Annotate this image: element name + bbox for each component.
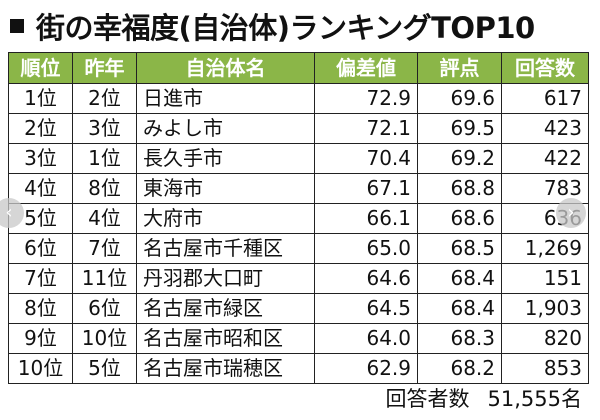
table-row: 9位 10位 名古屋市昭和区 64.0 68.3 820 — [8, 323, 589, 354]
cell-municipality: 名古屋市緑区 — [136, 293, 315, 324]
cell-responses: 617 — [501, 83, 589, 114]
table-row: 10位 5位 名古屋市瑞穂区 62.9 68.2 853 — [8, 353, 589, 384]
cell-score: 68.4 — [417, 293, 502, 324]
cell-rank: 7位 — [8, 263, 73, 294]
cell-last-year: 2位 — [72, 83, 137, 114]
cell-score: 69.2 — [417, 143, 502, 174]
table-header-row: 順位 昨年 自治体名 偏差値 評点 回答数 — [8, 52, 589, 84]
cell-responses: 423 — [501, 113, 589, 144]
table-row: 1位 2位 日進市 72.9 69.6 617 — [8, 83, 589, 114]
cell-score: 69.5 — [417, 113, 502, 144]
cell-rank: 6位 — [8, 233, 73, 264]
cell-deviation: 64.5 — [314, 293, 418, 324]
cell-deviation: 66.1 — [314, 203, 418, 234]
cell-responses: 853 — [501, 353, 589, 384]
cell-rank: 4位 — [8, 173, 73, 204]
cell-last-year: 8位 — [72, 173, 137, 204]
cell-last-year: 1位 — [72, 143, 137, 174]
cell-rank: 8位 — [8, 293, 73, 324]
cell-deviation: 65.0 — [314, 233, 418, 264]
cell-last-year: 10位 — [72, 323, 137, 354]
table-row: 4位 8位 東海市 67.1 68.8 783 — [8, 173, 589, 204]
header-responses: 回答数 — [501, 52, 589, 84]
page-title: 街の幸福度(自治体)ランキングTOP10 — [8, 4, 598, 48]
cell-score: 68.3 — [417, 323, 502, 354]
chevron-right-icon[interactable]: › — [556, 198, 586, 228]
ranking-table: 順位 昨年 自治体名 偏差値 評点 回答数 1位 2位 日進市 72.9 69.6 617… — [8, 52, 589, 384]
chevron-left-icon[interactable]: ‹ — [0, 198, 24, 228]
header-rank: 順位 — [8, 52, 73, 84]
cell-deviation: 62.9 — [314, 353, 418, 384]
cell-score: 68.6 — [417, 203, 502, 234]
table-row: 7位 11位 丹羽郡大口町 64.6 68.4 151 — [8, 263, 589, 294]
cell-responses: 1,903 — [501, 293, 589, 324]
table-row: 3位 1位 長久手市 70.4 69.2 422 — [8, 143, 589, 174]
cell-last-year: 3位 — [72, 113, 137, 144]
cell-score: 68.5 — [417, 233, 502, 264]
cell-rank: 2位 — [8, 113, 73, 144]
table-row: 6位 7位 名古屋市千種区 65.0 68.5 1,269 — [8, 233, 589, 264]
cell-responses: 820 — [501, 323, 589, 354]
cell-deviation: 64.0 — [314, 323, 418, 354]
cell-municipality: 丹羽郡大口町 — [136, 263, 315, 294]
table-row: 2位 3位 みよし市 72.1 69.5 423 — [8, 113, 589, 144]
cell-municipality: 日進市 — [136, 83, 315, 114]
cell-municipality: 名古屋市昭和区 — [136, 323, 315, 354]
cell-municipality: 東海市 — [136, 173, 315, 204]
cell-municipality: 名古屋市千種区 — [136, 233, 315, 264]
respondent-total: 回答者数 51,555名 — [386, 384, 582, 414]
cell-municipality: 長久手市 — [136, 143, 315, 174]
cell-score: 68.2 — [417, 353, 502, 384]
respondent-label: 回答者数 — [385, 387, 470, 411]
cell-responses: 151 — [501, 263, 589, 294]
cell-rank: 10位 — [8, 353, 73, 384]
header-municipality: 自治体名 — [136, 52, 315, 84]
title-text: 街の幸福度(自治体)ランキングTOP10 — [36, 11, 535, 45]
cell-municipality: 大府市 — [136, 203, 315, 234]
header-score: 評点 — [417, 52, 502, 84]
cell-score: 69.6 — [417, 83, 502, 114]
cell-last-year: 4位 — [72, 203, 137, 234]
cell-municipality: みよし市 — [136, 113, 315, 144]
cell-rank: 3位 — [8, 143, 73, 174]
cell-deviation: 64.6 — [314, 263, 418, 294]
cell-rank: 1位 — [8, 83, 73, 114]
cell-deviation: 70.4 — [314, 143, 418, 174]
cell-responses: 1,269 — [501, 233, 589, 264]
cell-deviation: 72.1 — [314, 113, 418, 144]
cell-score: 68.4 — [417, 263, 502, 294]
cell-last-year: 6位 — [72, 293, 137, 324]
square-bullet-icon — [10, 19, 24, 33]
cell-deviation: 67.1 — [314, 173, 418, 204]
cell-score: 68.8 — [417, 173, 502, 204]
cell-last-year: 7位 — [72, 233, 137, 264]
cell-last-year: 11位 — [72, 263, 137, 294]
cell-responses: 422 — [501, 143, 589, 174]
cell-last-year: 5位 — [72, 353, 137, 384]
cell-municipality: 名古屋市瑞穂区 — [136, 353, 315, 384]
table-row: 8位 6位 名古屋市緑区 64.5 68.4 1,903 — [8, 293, 589, 324]
header-deviation: 偏差値 — [314, 52, 418, 84]
cell-rank: 9位 — [8, 323, 73, 354]
respondent-count: 51,555名 — [487, 387, 582, 411]
header-last-year: 昨年 — [72, 52, 137, 84]
cell-deviation: 72.9 — [314, 83, 418, 114]
